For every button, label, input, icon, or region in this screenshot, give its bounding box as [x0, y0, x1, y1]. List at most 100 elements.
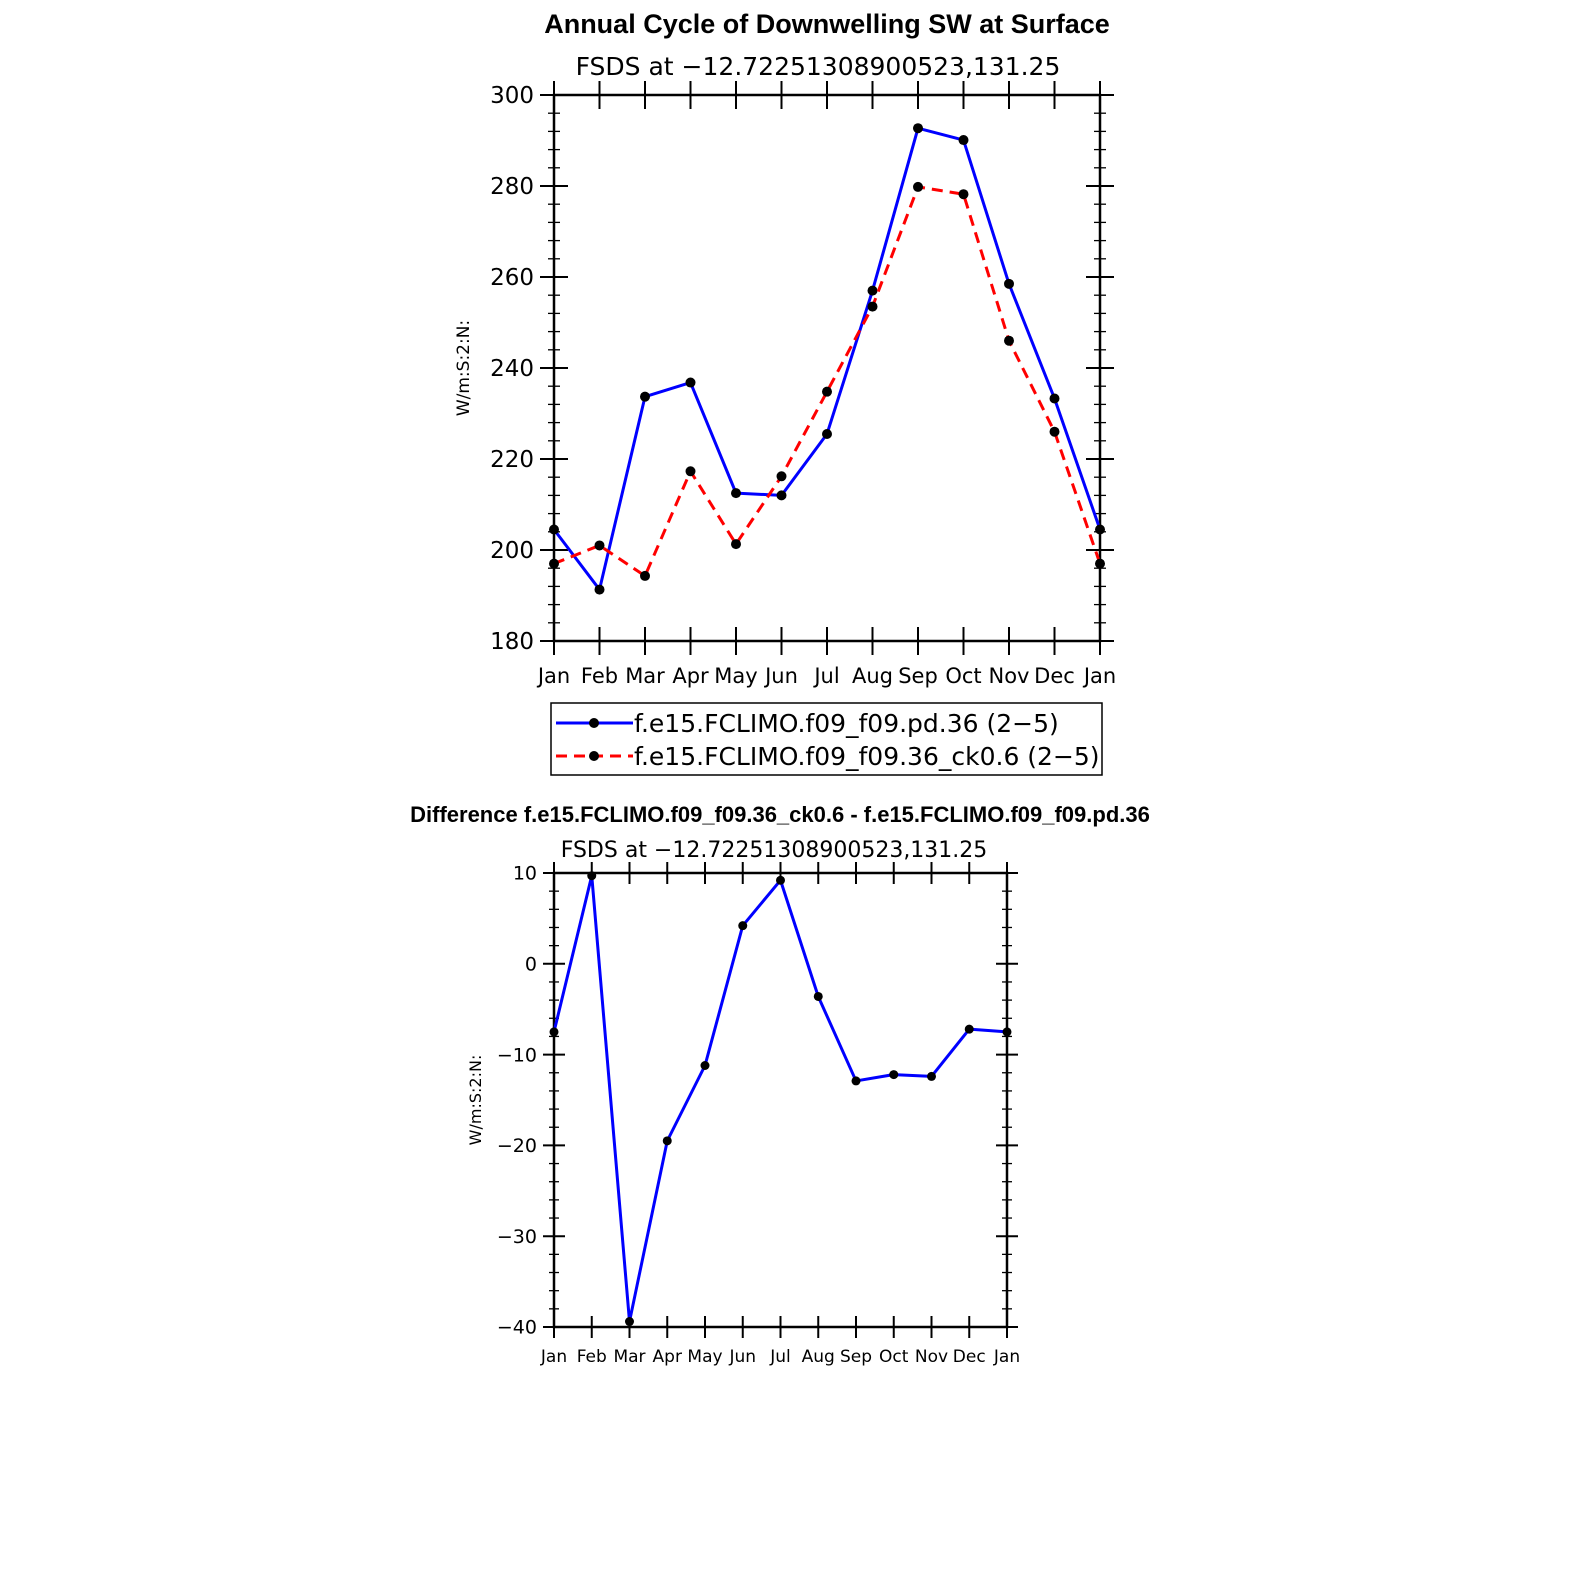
x-tick-label: Feb	[581, 664, 618, 688]
y-tick-label: −10	[497, 1044, 537, 1066]
x-tick-label: Oct	[945, 664, 981, 688]
x-tick-label: Apr	[653, 1347, 682, 1367]
x-tick-label: Nov	[989, 664, 1030, 688]
x-tick-label: Mar	[613, 1347, 645, 1367]
chart-subtitle: FSDS at −12.72251308900523,131.25	[576, 52, 1061, 81]
series-line-1	[552, 874, 1008, 1324]
data-point-series-1	[700, 1060, 710, 1070]
data-point-series-1	[549, 1027, 559, 1037]
y-axis-label: W/m:S:2:N:	[466, 1055, 485, 1146]
x-tick-label: Nov	[915, 1347, 948, 1367]
data-point-series-1	[776, 875, 785, 885]
y-tick-label: 0	[525, 953, 537, 975]
x-tick-label: Apr	[672, 664, 709, 688]
chart-subtitle: FSDS at −12.72251308900523,131.25	[561, 838, 988, 863]
y-tick-label: 280	[490, 174, 534, 200]
x-tick-label: Jan	[1082, 664, 1116, 688]
data-point-series-1	[913, 123, 923, 134]
data-point-series-1	[662, 1136, 672, 1146]
data-point-series-1	[964, 1024, 974, 1034]
data-point-series-1	[851, 1076, 861, 1086]
y-tick-label: 180	[490, 629, 534, 655]
y-tick-label: 10	[513, 863, 537, 885]
legend-label-series-1: f.e15.FCLIMO.f09_f09.pd.36 (2−5)	[634, 709, 1059, 738]
data-point-series-2	[594, 540, 605, 551]
data-point-series-2	[549, 558, 559, 569]
data-point-series-2	[1049, 426, 1060, 437]
plot-frame	[552, 93, 1102, 643]
data-point-series-1	[640, 391, 650, 402]
x-tick-labels: Jan Feb Mar Apr May Jun Jul Aug Sep Oct Nov Dec Jan	[540, 1347, 1020, 1367]
x-tick-label: Jun	[728, 1347, 756, 1367]
data-point-series-1	[1095, 524, 1105, 535]
x-tick-label: Dec	[1034, 664, 1075, 688]
y-tick-labels: 300 280 260 240 220 200 180	[490, 83, 534, 655]
data-point-series-2	[1004, 335, 1014, 346]
data-point-series-2	[822, 386, 832, 397]
legend-box	[550, 702, 1103, 776]
x-tick-label: Jan	[536, 664, 570, 688]
data-point-series-1	[549, 524, 559, 535]
data-point-series-1	[1004, 278, 1014, 289]
axes-frame	[540, 81, 1114, 655]
x-tick-label: Sep	[898, 664, 938, 688]
panel-annual-cycle: Annual Cycle of Downwelling SW at Surfac…	[454, 9, 1116, 776]
legend: f.e15.FCLIMO.f09_f09.pd.36 (2−5) f.e15.F…	[550, 702, 1103, 776]
data-point-series-1	[822, 428, 832, 439]
x-tick-label: May	[687, 1347, 722, 1367]
data-point-series-2	[640, 570, 650, 581]
x-tick-label: Jan	[993, 1347, 1020, 1367]
legend-marker-series-2	[589, 751, 599, 761]
panel-difference: Difference f.e15.FCLIMO.f09_f09.36_ck0.6…	[410, 802, 1150, 1367]
y-tick-label: 240	[490, 356, 534, 382]
x-tick-label: Aug	[802, 1347, 835, 1367]
series-group	[549, 871, 1012, 1327]
data-point-series-1	[776, 490, 787, 501]
data-point-series-2	[731, 539, 741, 550]
legend-marker-series-1	[589, 718, 599, 728]
data-point-series-2	[776, 471, 787, 482]
y-tick-label: −20	[497, 1135, 537, 1157]
data-point-series-2	[958, 189, 969, 200]
y-tick-label: 300	[490, 83, 534, 109]
x-tick-label: Sep	[840, 1347, 872, 1367]
y-tick-label: −30	[497, 1226, 537, 1248]
data-point-series-1	[1002, 1027, 1012, 1037]
data-point-series-2	[685, 466, 696, 477]
data-point-series-1	[625, 1317, 634, 1327]
y-tick-label: 260	[490, 265, 534, 291]
chart-title: Annual Cycle of Downwelling SW at Surfac…	[544, 9, 1110, 39]
data-point-series-1	[889, 1070, 899, 1080]
x-tick-label: Jan	[540, 1347, 567, 1367]
axes-frame	[543, 862, 1018, 1338]
y-tick-label: −40	[497, 1317, 537, 1339]
legend-label-series-2: f.e15.FCLIMO.f09_f09.36_ck0.6 (2−5)	[634, 742, 1100, 771]
data-point-series-1	[1049, 393, 1060, 404]
data-point-series-1	[738, 921, 748, 931]
x-tick-label: Mar	[625, 664, 665, 688]
y-tick-label: 200	[490, 538, 534, 564]
x-tick-label: Jul	[769, 1347, 791, 1367]
y-tick-label: 220	[490, 447, 534, 473]
y-axis-label: W/m:S:2:N:	[454, 320, 474, 416]
data-point-series-1	[867, 285, 878, 296]
data-point-series-1	[587, 871, 597, 881]
x-tick-label: Jun	[763, 664, 798, 688]
x-tick-label: Aug	[852, 664, 893, 688]
data-point-series-2	[1095, 558, 1105, 569]
series-group	[549, 123, 1105, 595]
data-point-series-1	[927, 1071, 936, 1081]
series-line-2	[553, 185, 1102, 578]
data-point-series-1	[685, 377, 696, 388]
x-tick-label: Feb	[577, 1347, 607, 1367]
x-tick-label: Jul	[812, 664, 839, 688]
data-point-series-1	[731, 488, 741, 499]
data-point-series-1	[958, 135, 969, 146]
x-tick-labels: Jan Feb Mar Apr May Jun Jul Aug Sep Oct Nov Dec Jan	[536, 664, 1116, 688]
plot-frame	[552, 871, 1009, 1329]
data-point-series-1	[594, 584, 605, 595]
data-point-series-1	[813, 991, 823, 1001]
data-point-series-2	[913, 181, 923, 192]
x-tick-label: May	[714, 664, 757, 688]
